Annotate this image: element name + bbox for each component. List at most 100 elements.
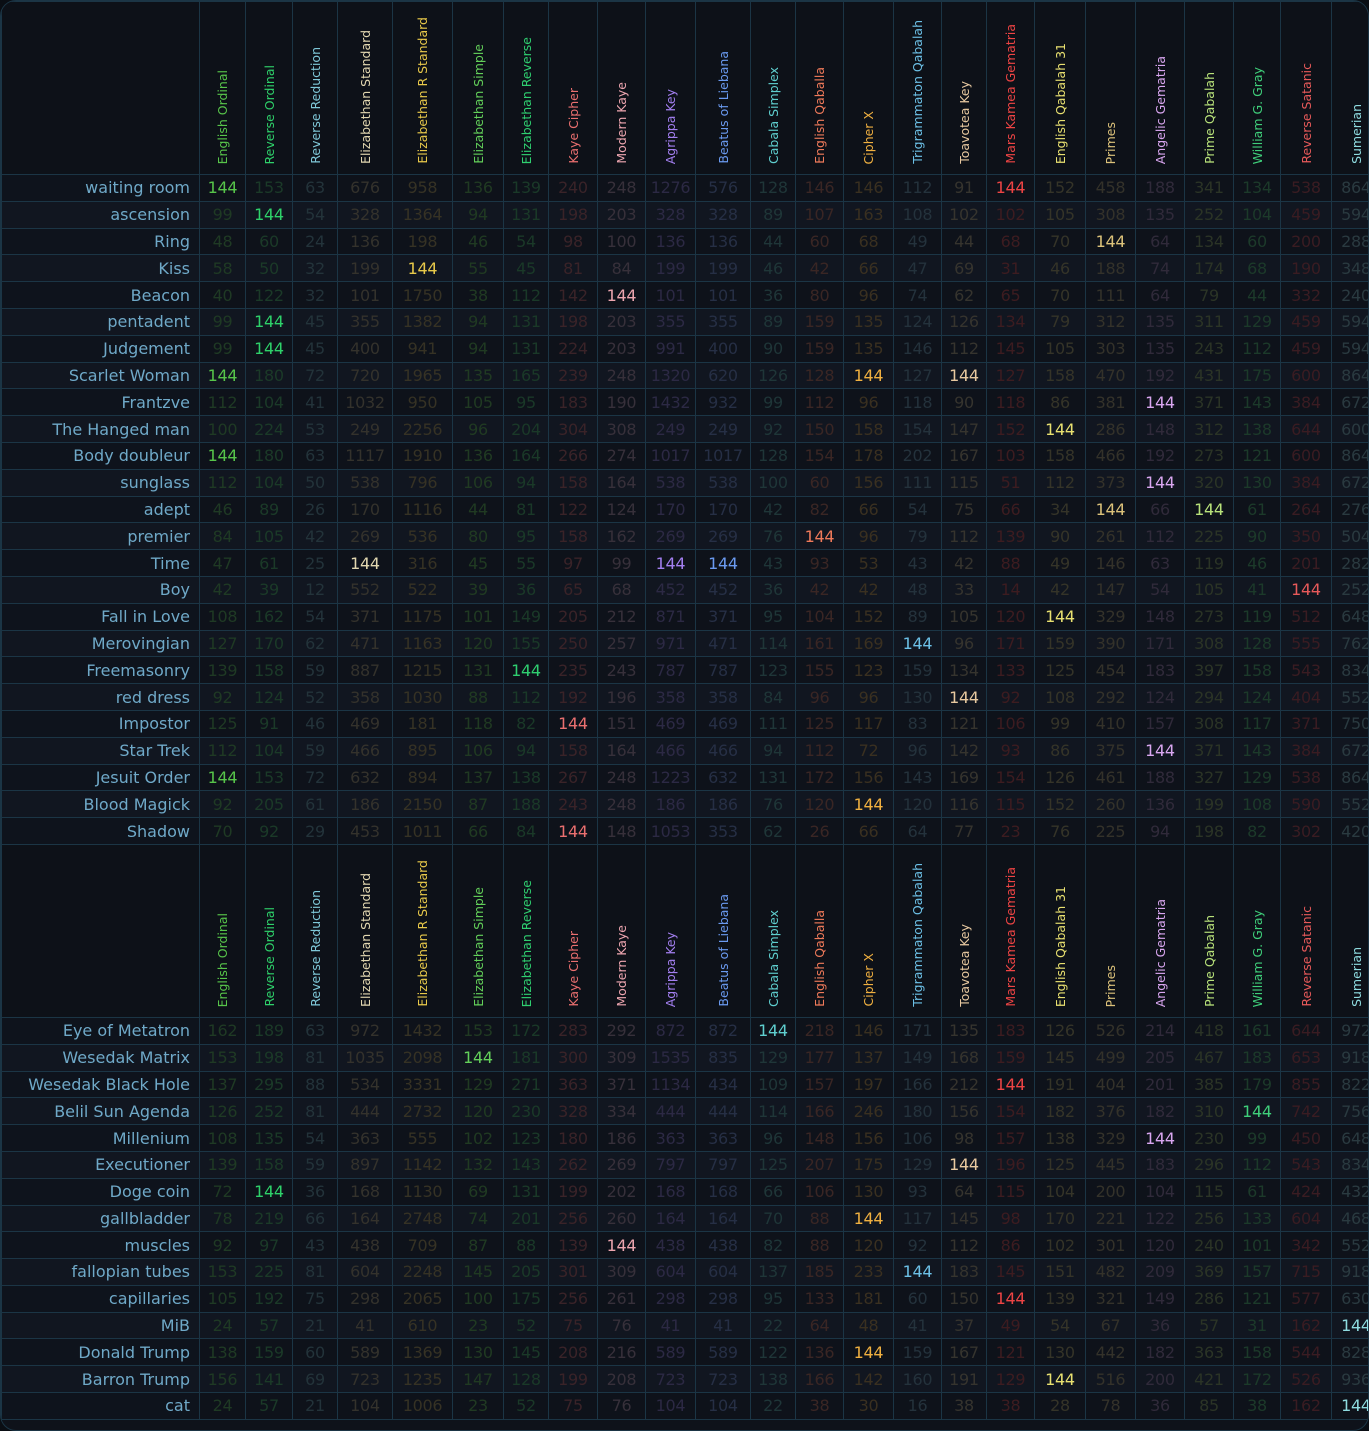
column-header[interactable]: Cabala Simplex bbox=[750, 1, 796, 175]
value-cell[interactable]: 400 bbox=[695, 334, 751, 363]
value-cell[interactable]: 72 bbox=[292, 361, 338, 390]
value-cell[interactable]: 198 bbox=[392, 227, 453, 256]
value-cell[interactable]: 114 bbox=[750, 1097, 796, 1126]
value-cell[interactable]: 37 bbox=[941, 1311, 987, 1340]
value-cell[interactable]: 129 bbox=[750, 1043, 796, 1072]
column-header[interactable]: Primes bbox=[1085, 1, 1136, 175]
value-cell[interactable]: 128 bbox=[750, 174, 796, 202]
value-cell[interactable]: 1175 bbox=[392, 602, 453, 631]
value-cell[interactable]: 1223 bbox=[645, 763, 696, 792]
value-cell[interactable]: 46 bbox=[452, 227, 504, 256]
value-cell[interactable]: 271 bbox=[503, 1070, 549, 1099]
value-cell[interactable]: 88 bbox=[986, 549, 1035, 577]
value-cell[interactable]: 186 bbox=[597, 1124, 646, 1152]
value-cell[interactable]: 145 bbox=[503, 1338, 549, 1367]
value-cell[interactable]: 304 bbox=[548, 415, 598, 443]
value-cell[interactable]: 100 bbox=[452, 1284, 504, 1313]
value-cell[interactable]: 96 bbox=[843, 683, 894, 711]
value-cell[interactable]: 159 bbox=[795, 334, 844, 363]
value-cell[interactable]: 66 bbox=[452, 817, 504, 845]
value-cell[interactable]: 672 bbox=[1331, 388, 1368, 417]
value-cell[interactable]: 138 bbox=[199, 1338, 246, 1367]
value-cell[interactable]: 81 bbox=[548, 254, 598, 283]
value-cell[interactable]: 154 bbox=[986, 763, 1035, 792]
value-cell[interactable]: 240 bbox=[1331, 281, 1368, 309]
row-label[interactable]: Impostor bbox=[1, 709, 200, 738]
column-header[interactable]: William G. Gray bbox=[1233, 1, 1281, 175]
value-cell[interactable]: 421 bbox=[1184, 1365, 1234, 1394]
value-cell[interactable]: 70 bbox=[199, 817, 246, 845]
value-cell[interactable]: 69 bbox=[941, 254, 987, 283]
value-cell[interactable]: 99 bbox=[597, 549, 646, 577]
value-cell[interactable]: 355 bbox=[337, 307, 393, 336]
value-cell[interactable]: 363 bbox=[548, 1070, 598, 1099]
value-cell[interactable]: 120 bbox=[893, 790, 942, 819]
value-cell[interactable]: 136 bbox=[1135, 790, 1185, 819]
row-label[interactable]: Executioner bbox=[1, 1150, 200, 1179]
value-cell[interactable]: 159 bbox=[893, 1338, 942, 1367]
value-cell[interactable]: 171 bbox=[1135, 629, 1185, 658]
column-header[interactable]: English Qabalah 31 bbox=[1034, 1, 1086, 175]
row-label[interactable]: Barron Trump bbox=[1, 1365, 200, 1394]
value-cell[interactable]: 186 bbox=[645, 790, 696, 819]
value-cell[interactable]: 329 bbox=[1085, 1124, 1136, 1152]
value-cell[interactable]: 1235 bbox=[392, 1365, 453, 1394]
value-cell[interactable]: 950 bbox=[392, 388, 453, 417]
value-cell[interactable]: 138 bbox=[503, 763, 549, 792]
value-cell[interactable]: 269 bbox=[645, 522, 696, 551]
table-row[interactable]: Doge coin 72 144 36 168 1130 69 131 199 202 168 168… bbox=[1, 1177, 1368, 1206]
value-cell[interactable]: 199 bbox=[695, 254, 751, 283]
value-cell[interactable]: 82 bbox=[795, 495, 844, 524]
value-cell[interactable]: 54 bbox=[1034, 1311, 1086, 1340]
value-cell[interactable]: 22 bbox=[750, 1392, 796, 1420]
value-cell[interactable]: 159 bbox=[1034, 629, 1086, 658]
column-header[interactable]: Prime Qabalah bbox=[1184, 843, 1234, 1018]
value-cell[interactable]: 188 bbox=[503, 790, 549, 819]
column-header[interactable]: English Ordinal bbox=[199, 1, 246, 175]
table-row[interactable]: capillaries 105 192 75 298 2065 100 175 256 261 29… bbox=[1, 1284, 1368, 1313]
value-cell[interactable]: 434 bbox=[695, 1070, 751, 1099]
value-cell[interactable]: 137 bbox=[452, 763, 504, 792]
value-cell[interactable]: 57 bbox=[245, 1311, 293, 1340]
value-cell[interactable]: 589 bbox=[645, 1338, 696, 1367]
value-cell[interactable]: 30 bbox=[843, 1392, 894, 1420]
value-cell[interactable]: 150 bbox=[795, 415, 844, 443]
row-label[interactable]: Frantzve bbox=[1, 388, 200, 417]
value-cell[interactable]: 2150 bbox=[392, 790, 453, 819]
value-cell[interactable]: 252 bbox=[1331, 575, 1368, 604]
column-header[interactable]: Angelic Gematria bbox=[1135, 843, 1185, 1018]
value-cell[interactable]: 61 bbox=[1233, 495, 1281, 524]
value-cell[interactable]: 355 bbox=[695, 307, 751, 336]
value-cell[interactable]: 895 bbox=[392, 736, 453, 765]
value-cell[interactable]: 1369 bbox=[392, 1338, 453, 1367]
value-cell[interactable]: 248 bbox=[597, 763, 646, 792]
value-cell[interactable]: 145 bbox=[452, 1258, 504, 1286]
table-row[interactable]: cat 24 57 21 104 1006 23 52 75 76 104 104 22 38 30 16 38… bbox=[1, 1392, 1368, 1420]
value-cell[interactable]: 48 bbox=[199, 227, 246, 256]
value-cell[interactable]: 81 bbox=[292, 1097, 338, 1126]
value-cell[interactable]: 156 bbox=[843, 468, 894, 497]
table-row[interactable]: pentadent 99 144 45 355 1382 94 131 198 203 355 355… bbox=[1, 307, 1368, 336]
value-cell[interactable]: 225 bbox=[245, 1258, 293, 1286]
value-cell[interactable]: 49 bbox=[893, 227, 942, 256]
value-cell[interactable]: 66 bbox=[843, 254, 894, 283]
value-cell[interactable]: 81 bbox=[292, 1043, 338, 1072]
value-cell[interactable]: 95 bbox=[750, 1284, 796, 1313]
row-label[interactable]: ascension bbox=[1, 200, 200, 229]
row-label[interactable]: Merovingian bbox=[1, 629, 200, 658]
value-cell[interactable]: 158 bbox=[1233, 656, 1281, 685]
value-cell[interactable]: 104 bbox=[1034, 1177, 1086, 1206]
value-cell[interactable]: 1006 bbox=[392, 1392, 453, 1420]
value-cell[interactable]: 101 bbox=[645, 281, 696, 309]
match-value-cell[interactable]: 144 bbox=[392, 254, 453, 283]
value-cell[interactable]: 102 bbox=[986, 200, 1035, 229]
value-cell[interactable]: 199 bbox=[1184, 790, 1234, 819]
value-cell[interactable]: 152 bbox=[843, 602, 894, 631]
row-label[interactable]: The Hanged man bbox=[1, 415, 200, 443]
value-cell[interactable]: 147 bbox=[452, 1365, 504, 1394]
match-value-cell[interactable]: 144 bbox=[941, 683, 987, 711]
table-row[interactable]: Body doubleur 144 180 63 1117 1910 136 164 266 27… bbox=[1, 441, 1368, 470]
column-header[interactable]: William G. Gray bbox=[1233, 843, 1281, 1018]
table-row[interactable]: Millenium 108 135 54 363 555 102 123 180 186 363 36… bbox=[1, 1124, 1368, 1152]
value-cell[interactable]: 468 bbox=[1331, 1204, 1368, 1233]
